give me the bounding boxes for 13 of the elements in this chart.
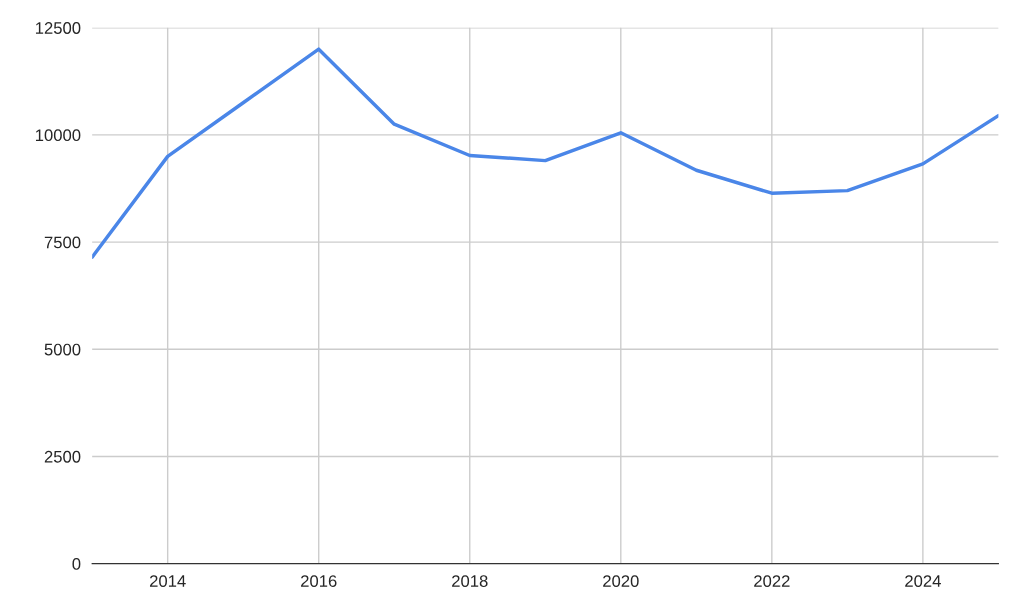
y-tick-label: 0 xyxy=(72,558,81,570)
x-tick-label: 2018 xyxy=(452,575,488,587)
line-series xyxy=(92,47,999,259)
x-tick-label: 2016 xyxy=(301,575,337,587)
y-tick-label: 7500 xyxy=(44,236,81,249)
x-tick-label: 2020 xyxy=(603,575,639,587)
y-tick-label: 5000 xyxy=(44,343,81,356)
x-tick-label: 2022 xyxy=(754,575,790,587)
y-tick-label: 10000 xyxy=(35,129,81,142)
y-tick-label: 2500 xyxy=(44,450,81,463)
x-tick-label: 2014 xyxy=(149,575,186,587)
y-tick-label: 12500 xyxy=(35,22,81,34)
x-tick-label: 2024 xyxy=(905,575,941,587)
